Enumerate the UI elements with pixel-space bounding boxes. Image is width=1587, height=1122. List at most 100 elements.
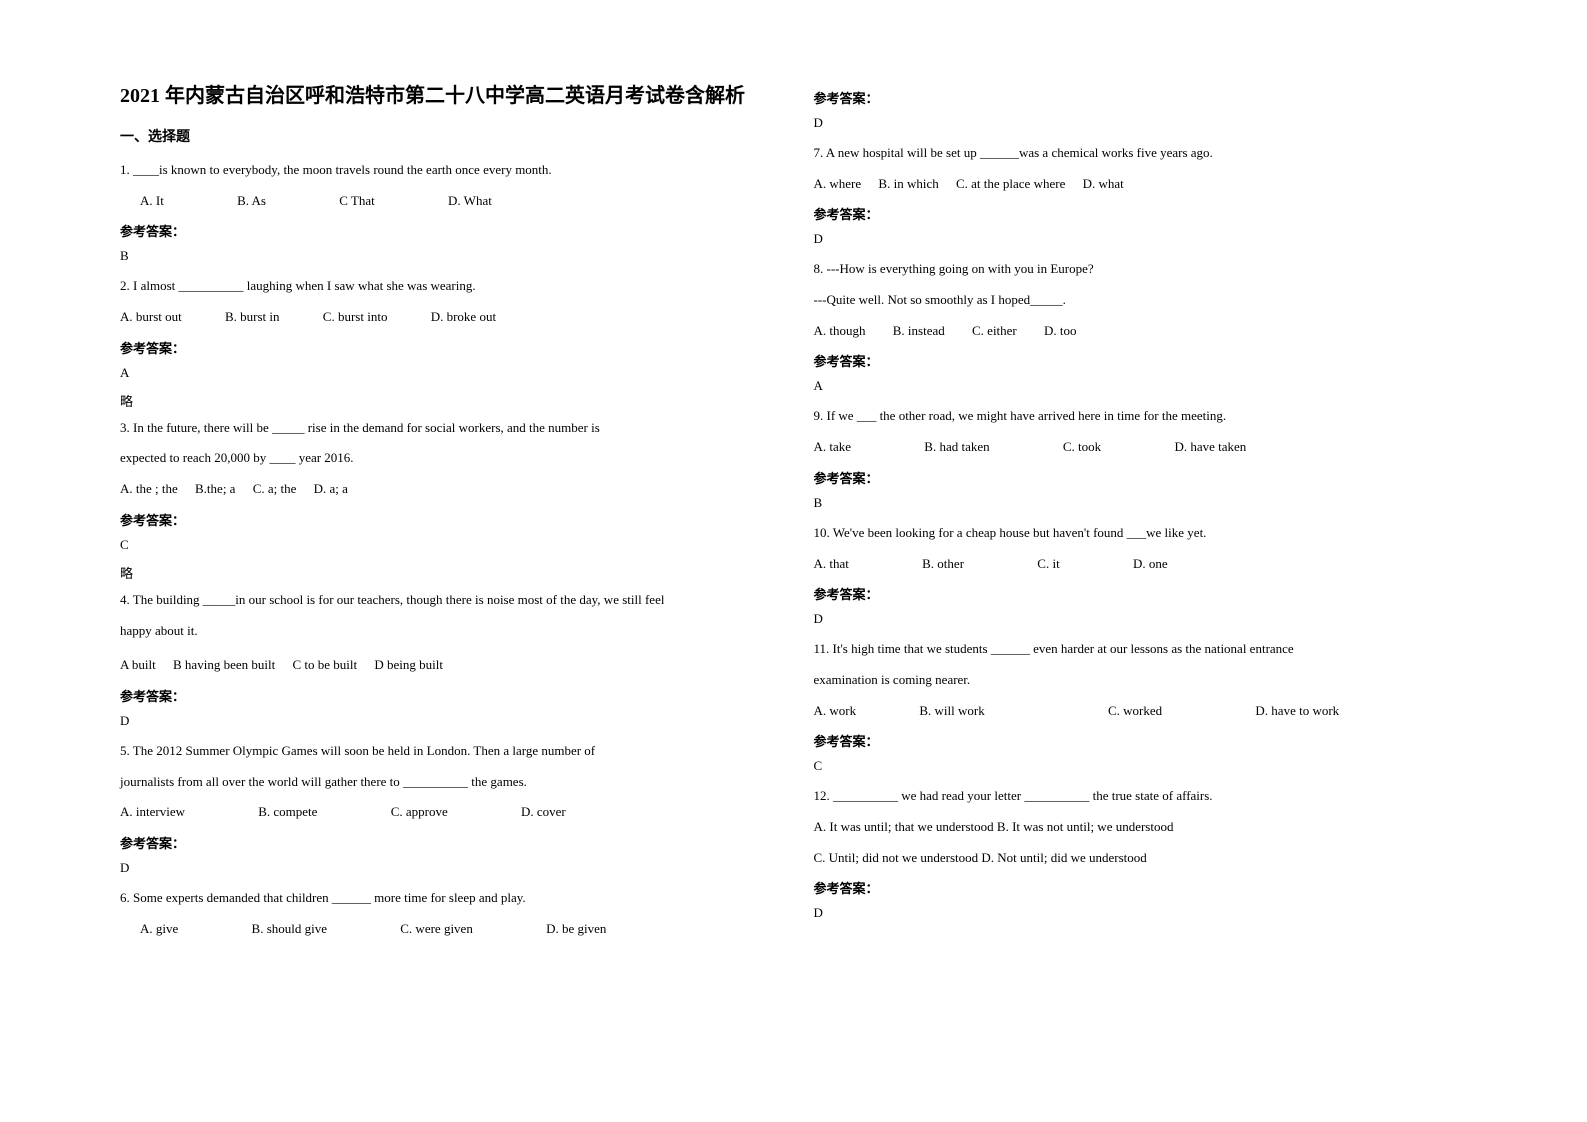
section-heading: 一、选择题 — [120, 126, 774, 146]
q1-opt-a: A. It — [140, 189, 164, 214]
q5-text2: journalists from all over the world will… — [120, 770, 774, 795]
q11-answer: C — [814, 758, 1468, 774]
q1-opt-d: D. What — [448, 189, 492, 214]
q7-options: A. where B. in which C. at the place whe… — [814, 172, 1468, 197]
q4-options: A built B having been built C to be buil… — [120, 653, 774, 678]
q6-options: A. give B. should give C. were given D. … — [120, 917, 774, 942]
q12-ans-label: 参考答案： — [814, 878, 1468, 897]
q8-text2: ---Quite well. Not so smoothly as I hope… — [814, 288, 1468, 313]
q9-opt-a: A. take — [814, 435, 852, 460]
q4-text1: 4. The building _____in our school is fo… — [120, 588, 774, 613]
q2-opt-d: D. broke out — [431, 305, 496, 330]
q10-opt-c: C. it — [1037, 552, 1059, 577]
q9-opt-c: C. took — [1063, 435, 1101, 460]
q9-answer: B — [814, 495, 1468, 511]
q7-opt-c: C. at the place where — [956, 172, 1065, 197]
q1-opt-b: B. As — [237, 189, 266, 214]
q9-opt-b: B. had taken — [924, 435, 989, 460]
q3-text2: expected to reach 20,000 by ____ year 20… — [120, 446, 774, 471]
q4-answer: D — [120, 713, 774, 729]
q9-text: 9. If we ___ the other road, we might ha… — [814, 404, 1468, 429]
q6-opt-b: B. should give — [252, 917, 327, 942]
q7-opt-a: A. where — [814, 172, 862, 197]
q10-opt-b: B. other — [922, 552, 964, 577]
q7-ans-label: 参考答案： — [814, 204, 1468, 223]
q2-answer: A — [120, 365, 774, 381]
q1-text: 1. ____is known to everybody, the moon t… — [120, 158, 774, 183]
q6-text: 6. Some experts demanded that children _… — [120, 886, 774, 911]
q1-ans-label: 参考答案： — [120, 221, 774, 240]
q4-opt-a: A built — [120, 653, 156, 678]
q7-answer: D — [814, 231, 1468, 247]
q12-opts-line2: C. Until; did not we understood D. Not u… — [814, 846, 1468, 871]
q11-ans-label: 参考答案： — [814, 731, 1468, 750]
left-column: 2021 年内蒙古自治区呼和浩特市第二十八中学高二英语月考试卷含解析 一、选择题… — [100, 80, 794, 1082]
q2-opt-c: C. burst into — [323, 305, 388, 330]
q2-lue: 略 — [120, 391, 774, 410]
q10-opt-a: A. that — [814, 552, 849, 577]
q3-text1: 3. In the future, there will be _____ ri… — [120, 416, 774, 441]
q10-answer: D — [814, 611, 1468, 627]
q8-opt-d: D. too — [1044, 319, 1077, 344]
q11-opt-c: C. worked — [1108, 699, 1162, 724]
q9-opt-d: D. have taken — [1174, 435, 1246, 460]
q1-options: A. It B. As C That D. What — [120, 189, 774, 214]
q6-answer: D — [814, 115, 1468, 131]
q3-opt-d: D. a; a — [314, 477, 348, 502]
q4-opt-c: C to be built — [292, 653, 357, 678]
q9-options: A. take B. had taken C. took D. have tak… — [814, 435, 1468, 460]
q7-opt-b: B. in which — [878, 172, 938, 197]
q11-options: A. work B. will work C. worked D. have t… — [814, 699, 1468, 724]
q12-opts-line1: A. It was until; that we understood B. I… — [814, 815, 1468, 840]
q4-opt-b: B having been built — [173, 653, 275, 678]
q11-text2: examination is coming nearer. — [814, 668, 1468, 693]
q8-ans-label: 参考答案： — [814, 351, 1468, 370]
q5-opt-d: D. cover — [521, 800, 566, 825]
q3-opt-c: C. a; the — [253, 477, 297, 502]
q3-opt-b: B.the; a — [195, 477, 235, 502]
q9-ans-label: 参考答案： — [814, 468, 1468, 487]
q6-opt-c: C. were given — [400, 917, 473, 942]
q3-opt-a: A. the ; the — [120, 477, 178, 502]
q10-text: 10. We've been looking for a cheap house… — [814, 521, 1468, 546]
q12-text: 12. __________ we had read your letter _… — [814, 784, 1468, 809]
q2-options: A. burst out B. burst in C. burst into D… — [120, 305, 774, 330]
q8-options: A. though B. instead C. either D. too — [814, 319, 1468, 344]
q5-opt-a: A. interview — [120, 800, 185, 825]
q5-options: A. interview B. compete C. approve D. co… — [120, 800, 774, 825]
q6-opt-d: D. be given — [546, 917, 606, 942]
q7-opt-d: D. what — [1083, 172, 1124, 197]
q5-text1: 5. The 2012 Summer Olympic Games will so… — [120, 739, 774, 764]
q4-opt-d: D being built — [374, 653, 443, 678]
q8-opt-b: B. instead — [893, 319, 945, 344]
q5-opt-c: C. approve — [391, 800, 448, 825]
q8-opt-a: A. though — [814, 319, 866, 344]
q11-opt-a: A. work — [814, 699, 857, 724]
q11-opt-d: D. have to work — [1255, 699, 1339, 724]
q10-opt-d: D. one — [1133, 552, 1168, 577]
q6-opt-a: A. give — [140, 917, 178, 942]
q8-text1: 8. ---How is everything going on with yo… — [814, 257, 1468, 282]
q4-text2: happy about it. — [120, 619, 774, 644]
q3-ans-label: 参考答案： — [120, 510, 774, 529]
q11-text1: 11. It's high time that we students ____… — [814, 637, 1468, 662]
q5-ans-label: 参考答案： — [120, 833, 774, 852]
q1-answer: B — [120, 248, 774, 264]
q8-answer: A — [814, 378, 1468, 394]
q4-ans-label: 参考答案： — [120, 686, 774, 705]
q2-opt-a: A. burst out — [120, 305, 182, 330]
q3-answer: C — [120, 537, 774, 553]
exam-title: 2021 年内蒙古自治区呼和浩特市第二十八中学高二英语月考试卷含解析 — [120, 80, 774, 112]
q11-opt-b: B. will work — [919, 699, 984, 724]
right-column: 参考答案： D 7. A new hospital will be set up… — [794, 80, 1488, 1082]
q6-ans-label: 参考答案： — [814, 88, 1468, 107]
q10-ans-label: 参考答案： — [814, 584, 1468, 603]
q2-text: 2. I almost __________ laughing when I s… — [120, 274, 774, 299]
q2-ans-label: 参考答案： — [120, 338, 774, 357]
q5-answer: D — [120, 860, 774, 876]
q7-text: 7. A new hospital will be set up ______w… — [814, 141, 1468, 166]
q5-opt-b: B. compete — [258, 800, 317, 825]
q10-options: A. that B. other C. it D. one — [814, 552, 1468, 577]
q3-lue: 略 — [120, 563, 774, 582]
q2-opt-b: B. burst in — [225, 305, 280, 330]
